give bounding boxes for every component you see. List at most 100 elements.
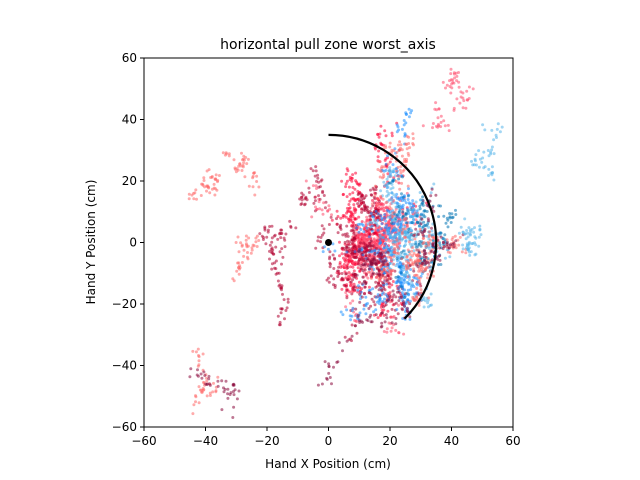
data-point: [424, 244, 428, 248]
data-point: [386, 309, 390, 313]
data-point: [195, 197, 198, 201]
data-point: [410, 202, 414, 206]
data-point: [328, 376, 332, 379]
data-point: [213, 177, 217, 181]
data-point: [376, 293, 380, 297]
data-point: [454, 213, 458, 216]
data-point: [320, 178, 324, 182]
data-point: [321, 212, 325, 216]
data-point: [319, 240, 322, 244]
x-tick-label: −40: [193, 434, 218, 448]
data-point: [424, 266, 428, 270]
data-point: [353, 256, 357, 260]
data-point: [358, 247, 362, 251]
data-point: [343, 335, 347, 339]
data-point: [356, 284, 360, 288]
data-point: [427, 219, 431, 223]
points-layer: [187, 67, 504, 419]
data-point: [418, 204, 422, 208]
data-point: [207, 374, 211, 378]
data-point: [420, 262, 424, 266]
data-point: [397, 251, 400, 255]
data-point: [212, 381, 215, 385]
data-point: [394, 301, 398, 305]
data-point: [397, 219, 401, 223]
data-point: [363, 203, 367, 207]
data-point: [208, 383, 212, 387]
data-point: [411, 142, 415, 145]
data-point: [311, 169, 315, 173]
data-point: [384, 238, 388, 242]
data-point: [338, 254, 341, 258]
data-point: [409, 288, 413, 291]
data-point: [353, 199, 357, 203]
data-point: [289, 225, 293, 229]
data-point: [402, 244, 406, 248]
data-point: [383, 297, 386, 301]
data-point: [406, 248, 410, 252]
data-point: [400, 154, 404, 158]
data-point: [465, 229, 469, 232]
data-point: [383, 216, 387, 220]
data-point: [205, 189, 208, 193]
data-point: [345, 250, 349, 254]
y-tick-label: −20: [112, 297, 137, 311]
data-point: [388, 198, 392, 202]
data-point: [358, 300, 362, 304]
data-point: [349, 265, 353, 269]
data-point: [227, 154, 231, 158]
data-point: [416, 283, 420, 287]
data-point: [392, 149, 396, 153]
data-point: [263, 228, 267, 232]
data-point: [429, 191, 433, 195]
data-point: [195, 373, 199, 377]
data-point: [330, 382, 333, 386]
data-point: [372, 300, 376, 304]
data-point: [342, 263, 346, 266]
y-axis: −60 −40 −20 0 20 40 60: [112, 51, 144, 434]
data-point: [361, 269, 365, 273]
data-point: [411, 199, 415, 203]
data-point: [370, 267, 374, 271]
data-point: [397, 210, 401, 214]
data-point: [405, 221, 409, 225]
data-point: [445, 238, 449, 242]
data-point: [401, 273, 405, 277]
data-point: [353, 250, 357, 254]
data-point: [243, 175, 247, 179]
data-point: [450, 212, 454, 216]
data-point: [416, 221, 420, 225]
data-point: [286, 300, 290, 304]
data-point: [320, 382, 324, 386]
data-point: [396, 143, 400, 147]
data-point: [362, 230, 366, 234]
data-point: [394, 205, 398, 209]
data-point: [371, 204, 375, 208]
data-point: [388, 181, 392, 185]
data-point: [394, 233, 398, 237]
data-point: [389, 251, 393, 255]
data-point: [352, 269, 356, 273]
data-point: [353, 216, 357, 220]
data-point: [357, 230, 361, 234]
data-point: [351, 186, 355, 189]
data-point: [408, 252, 412, 256]
data-point: [356, 266, 360, 270]
x-tick-label: 60: [505, 434, 520, 448]
data-point: [345, 289, 349, 293]
data-point: [404, 271, 408, 275]
data-point: [363, 206, 367, 210]
data-point: [411, 295, 415, 299]
data-point: [394, 295, 398, 299]
data-point: [386, 231, 390, 234]
data-point: [384, 246, 388, 249]
data-point: [242, 248, 246, 252]
data-point: [419, 265, 423, 269]
data-point: [210, 187, 214, 191]
data-point: [372, 188, 376, 192]
data-point: [407, 240, 411, 244]
data-point: [327, 362, 331, 366]
data-point: [313, 199, 317, 203]
data-point: [382, 268, 386, 272]
data-point: [386, 154, 389, 158]
